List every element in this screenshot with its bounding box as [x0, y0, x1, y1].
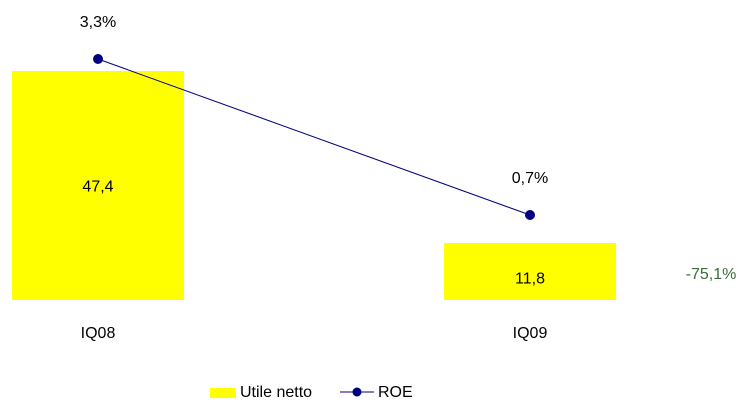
category-label: IQ09 [513, 325, 548, 342]
legend-label-roe: ROE [378, 384, 413, 401]
legend-label-utile-netto: Utile netto [240, 384, 312, 401]
legend-marker-roe [352, 387, 362, 397]
roe-value-label: 3,3% [80, 14, 116, 31]
legend-swatch-utile-netto [210, 388, 236, 398]
roe-point [93, 54, 103, 64]
bar-iq09 [444, 242, 616, 300]
category-label: IQ08 [81, 325, 116, 342]
bar-value-label: 47,4 [82, 179, 113, 196]
roe-value-label: 0,7% [512, 170, 548, 187]
bar-value-label: 11,8 [515, 270, 545, 287]
change-annotation: -75,1% [686, 266, 737, 283]
roe-point [525, 210, 535, 220]
bar-iq08 [12, 71, 184, 300]
roe-line [97, 58, 531, 216]
